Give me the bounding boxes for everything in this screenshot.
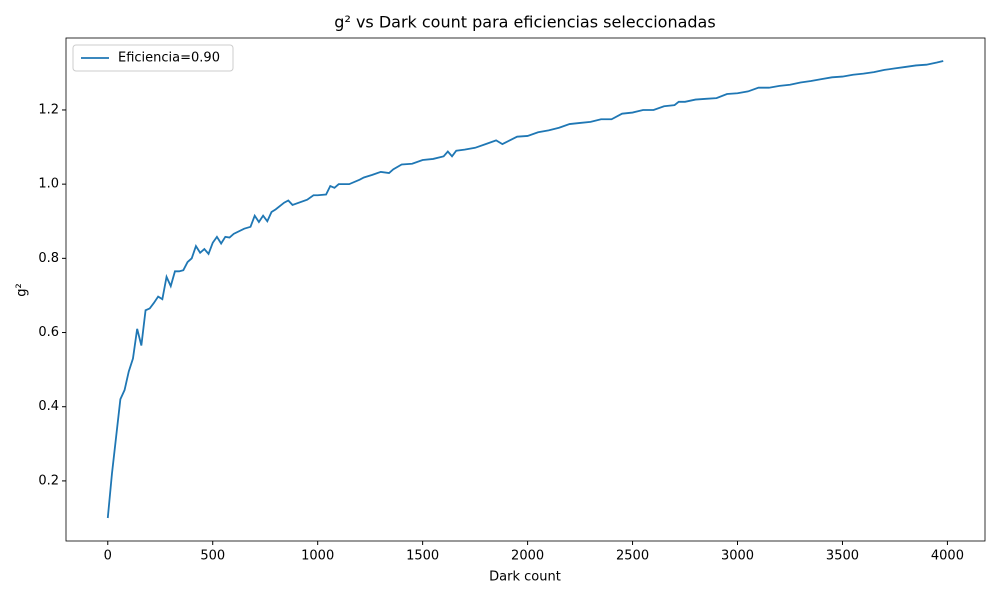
x-tick-label: 1500 <box>406 549 439 564</box>
plot-frame <box>65 37 986 542</box>
y-tick-label: 1.2 <box>38 102 59 117</box>
line-series <box>106 60 944 519</box>
legend-box <box>72 44 234 72</box>
chart-title: g² vs Dark count para eficiencias selecc… <box>334 13 715 32</box>
x-tick-label: 2000 <box>511 549 544 564</box>
x-tick-label: 2500 <box>616 549 649 564</box>
legend-label: Eficiencia=0.90 <box>118 51 220 66</box>
x-axis-label: Dark count <box>489 570 561 585</box>
x-tick-label: 4000 <box>931 549 964 564</box>
y-tick-label: 0.8 <box>38 251 59 266</box>
x-tick-label: 3500 <box>826 549 859 564</box>
y-tick-label: 0.2 <box>38 473 59 488</box>
x-tick-label: 3000 <box>721 549 754 564</box>
x-tick-label: 1000 <box>301 549 334 564</box>
y-tick-label: 0.4 <box>38 399 59 414</box>
y-tick-label: 1.0 <box>38 177 59 192</box>
y-tick-label: 0.6 <box>38 325 59 340</box>
y-axis-label: g² <box>15 283 30 296</box>
x-tick-label: 500 <box>200 549 225 564</box>
x-tick-label: 0 <box>104 549 112 564</box>
